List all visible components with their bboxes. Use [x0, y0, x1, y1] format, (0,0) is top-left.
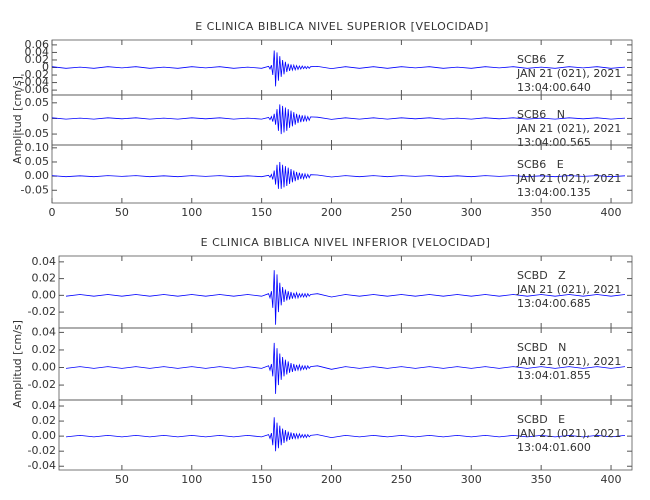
- waveform: [51, 50, 626, 87]
- trace-annotation: 13:04:00.135: [517, 186, 591, 199]
- x-tick-label: 50: [115, 206, 129, 219]
- trace-annotation: SCBD Z: [517, 269, 566, 282]
- y-tick-label: 0: [42, 61, 49, 74]
- waveform: [65, 270, 626, 325]
- panel-frame: [51, 144, 633, 204]
- trace-annotation: 13:04:00.565: [517, 136, 591, 149]
- x-tick-label: 300: [461, 473, 482, 486]
- y-tick-label: -0.04: [28, 459, 56, 472]
- trace-annotation: JAN 21 (021), 2021: [516, 355, 621, 368]
- trace-annotation: SCBD E: [517, 413, 565, 426]
- y-tick-label: 0.04: [32, 255, 57, 268]
- trace-annotation: 13:04:00.685: [517, 297, 591, 310]
- y-tick-label: 0.05: [25, 96, 50, 109]
- y-tick-label: -0.04: [21, 76, 49, 89]
- x-tick-label: 100: [181, 206, 202, 219]
- x-tick-label: 0: [49, 206, 56, 219]
- trace-annotation: 13:04:01.600: [517, 441, 591, 454]
- y-tick-label: -0.05: [21, 127, 49, 140]
- y-tick-label: -0.02: [28, 305, 56, 318]
- y-tick-label: 0.02: [25, 53, 50, 66]
- waveform: [51, 104, 626, 135]
- waveform: [65, 342, 626, 394]
- x-tick-label: 250: [391, 473, 412, 486]
- y-axis-label: Amplitud [cm/s]: [11, 320, 24, 408]
- y-tick-label: 0.00: [32, 429, 57, 442]
- y-tick-label: 0.00: [32, 288, 57, 301]
- trace-annotation: SCB6 N: [517, 108, 565, 121]
- waveform: [65, 417, 626, 452]
- y-tick-label: 0: [42, 111, 49, 124]
- trace-annotation: SCB6 Z: [517, 53, 565, 66]
- x-tick-label: 150: [251, 206, 272, 219]
- y-tick-label: -0.06: [21, 83, 49, 96]
- x-tick-label: 300: [461, 206, 482, 219]
- y-tick-label: 0.04: [25, 45, 50, 58]
- y-tick-label: 0.04: [32, 325, 57, 338]
- trace-annotation: SCBD N: [517, 341, 566, 354]
- x-tick-label: 350: [531, 473, 552, 486]
- y-tick-label: 0.00: [25, 169, 50, 182]
- y-tick-label: 0.04: [32, 399, 57, 412]
- x-tick-label: 400: [601, 473, 622, 486]
- trace-annotation: JAN 21 (021), 2021: [516, 427, 621, 440]
- trace-annotation: SCB6 E: [517, 158, 564, 171]
- y-tick-label: 0.02: [32, 414, 57, 427]
- y-tick-label: -0.02: [28, 444, 56, 457]
- y-tick-label: 0.02: [32, 343, 57, 356]
- panel-frame: [58, 399, 633, 471]
- trace-annotation: 13:04:01.855: [517, 369, 591, 382]
- y-axis-label: Amplitud [cm/s]: [11, 76, 24, 164]
- x-tick-label: 350: [531, 206, 552, 219]
- y-tick-label: -0.05: [21, 183, 49, 196]
- x-tick-label: 200: [321, 473, 342, 486]
- trace-annotation: JAN 21 (021), 2021: [516, 283, 621, 296]
- y-tick-label: -0.02: [28, 378, 56, 391]
- x-tick-label: 400: [601, 206, 622, 219]
- trace-annotation: JAN 21 (021), 2021: [516, 122, 621, 135]
- y-tick-label: 0.00: [32, 361, 57, 374]
- y-tick-label: 0.10: [25, 141, 50, 154]
- waveform: [51, 161, 626, 189]
- trace-annotation: JAN 21 (021), 2021: [516, 67, 621, 80]
- chart-title: E CLINICA BIBLICA NIVEL SUPERIOR [VELOCI…: [195, 20, 489, 33]
- chart-title: E CLINICA BIBLICA NIVEL INFERIOR [VELOCI…: [201, 236, 491, 249]
- y-tick-label: 0.06: [25, 38, 50, 51]
- trace-annotation: JAN 21 (021), 2021: [516, 172, 621, 185]
- x-tick-label: 200: [321, 206, 342, 219]
- y-tick-label: 0.02: [32, 272, 57, 285]
- y-tick-label: -0.02: [21, 68, 49, 81]
- x-tick-label: 250: [391, 206, 412, 219]
- x-tick-label: 50: [115, 473, 129, 486]
- y-tick-label: 0.05: [25, 155, 50, 168]
- trace-annotation: 13:04:00.640: [517, 81, 591, 94]
- x-tick-label: 150: [251, 473, 272, 486]
- x-tick-label: 100: [181, 473, 202, 486]
